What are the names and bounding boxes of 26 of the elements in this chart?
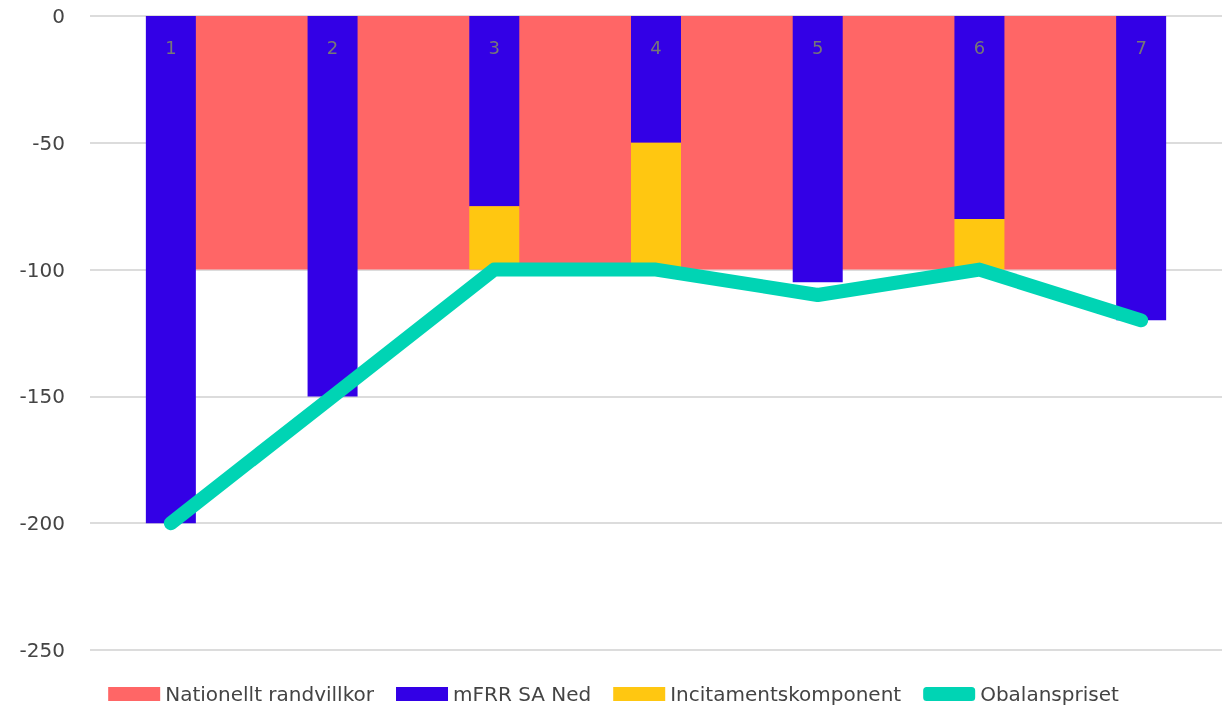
bar xyxy=(792,16,843,283)
bar xyxy=(307,16,358,397)
x-tick-label: 4 xyxy=(650,36,662,58)
legend-label: mFRR SA Ned xyxy=(453,682,592,706)
y-tick-label: -250 xyxy=(19,638,65,662)
bar xyxy=(954,218,1005,270)
legend-label: Incitamentskomponent xyxy=(670,682,902,706)
legend-label: Nationellt randvillkor xyxy=(165,682,375,706)
x-tick-label: 7 xyxy=(1135,36,1147,58)
bar xyxy=(145,16,196,524)
x-tick-label: 1 xyxy=(165,36,177,58)
y-tick-label: -50 xyxy=(32,130,65,155)
x-tick-label: 5 xyxy=(811,36,824,58)
bar xyxy=(469,16,520,207)
bar xyxy=(954,16,1005,219)
x-tick-label: 6 xyxy=(973,36,986,58)
bar xyxy=(1116,16,1167,321)
x-tick-label: 3 xyxy=(488,36,501,58)
bar xyxy=(469,206,520,270)
legend-label: Obalanspriset xyxy=(980,682,1119,706)
y-tick-label: -200 xyxy=(19,511,65,536)
y-tick-label: -100 xyxy=(19,257,65,282)
y-tick-label: -150 xyxy=(19,384,65,409)
x-tick-label: 2 xyxy=(326,36,339,58)
y-tick-label: 0 xyxy=(52,4,65,28)
bar xyxy=(631,16,681,143)
